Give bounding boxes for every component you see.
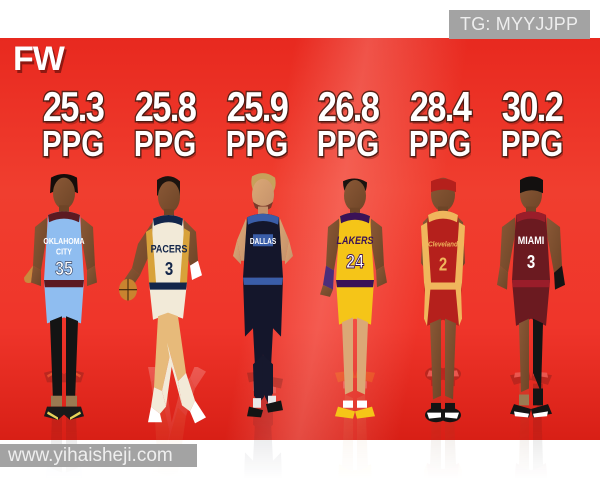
svg-text:3: 3 [165, 259, 173, 280]
svg-text:3: 3 [527, 252, 535, 273]
svg-text:24: 24 [346, 251, 364, 273]
svg-text:Cleveland: Cleveland [428, 241, 458, 249]
svg-text:DALLAS: DALLAS [250, 236, 277, 246]
svg-text:CITY: CITY [56, 247, 73, 257]
svg-text:35: 35 [55, 258, 73, 280]
svg-text:MIAMI: MIAMI [518, 235, 545, 247]
svg-text:OKLAHOMA: OKLAHOMA [43, 236, 85, 246]
svg-text:2: 2 [439, 254, 447, 275]
svg-text:LAKERS: LAKERS [337, 235, 374, 247]
svg-text:PACERS: PACERS [151, 244, 188, 256]
